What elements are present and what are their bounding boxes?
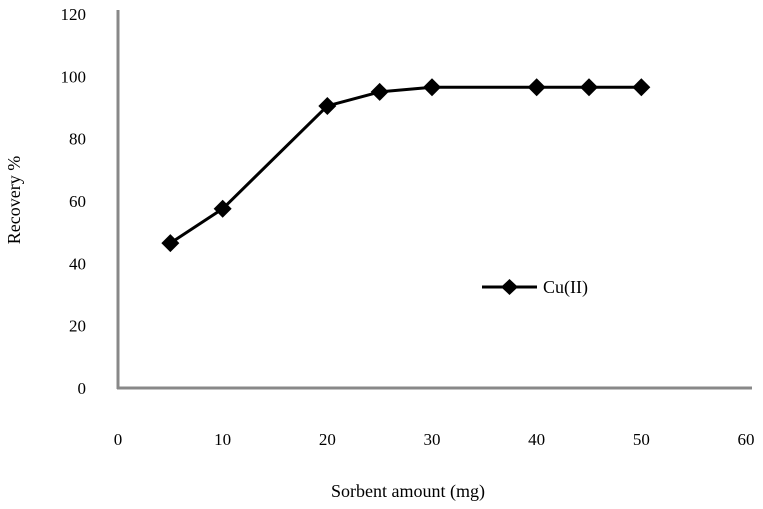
- x-axis-title: Sorbent amount (mg): [331, 481, 485, 502]
- data-point: [370, 82, 389, 101]
- x-tick-label: 10: [214, 430, 231, 449]
- legend-label: Cu(II): [543, 277, 588, 298]
- y-tick-label: 60: [69, 192, 86, 211]
- legend: Cu(II): [482, 277, 588, 298]
- series-layer: [161, 78, 651, 253]
- y-tick-label: 40: [69, 254, 86, 273]
- x-tick-label: 0: [114, 430, 123, 449]
- y-tick-label: 120: [61, 5, 87, 24]
- x-tick-labels: 0 10 20 30 40 50 60: [114, 430, 755, 449]
- data-point: [527, 78, 546, 97]
- y-tick-label: 80: [69, 130, 86, 149]
- y-tick-label: 100: [61, 67, 87, 86]
- y-tick-labels: 0 20 40 60 80 100 120: [61, 5, 87, 398]
- legend-marker: [501, 279, 518, 295]
- data-point: [161, 234, 180, 253]
- data-point: [318, 96, 337, 115]
- axes: [116, 10, 752, 390]
- data-point: [213, 199, 232, 218]
- x-tick-label: 60: [738, 430, 755, 449]
- x-tick-label: 30: [424, 430, 441, 449]
- data-point: [632, 78, 651, 97]
- series-line: [169, 85, 642, 245]
- x-tick-label: 50: [633, 430, 650, 449]
- y-axis-title: Recovery %: [4, 156, 24, 244]
- data-point: [580, 78, 598, 97]
- x-tick-label: 40: [528, 430, 545, 449]
- y-tick-label: 20: [69, 317, 86, 336]
- x-tick-label: 20: [319, 430, 336, 449]
- y-tick-label: 0: [78, 379, 87, 398]
- data-point: [423, 78, 441, 97]
